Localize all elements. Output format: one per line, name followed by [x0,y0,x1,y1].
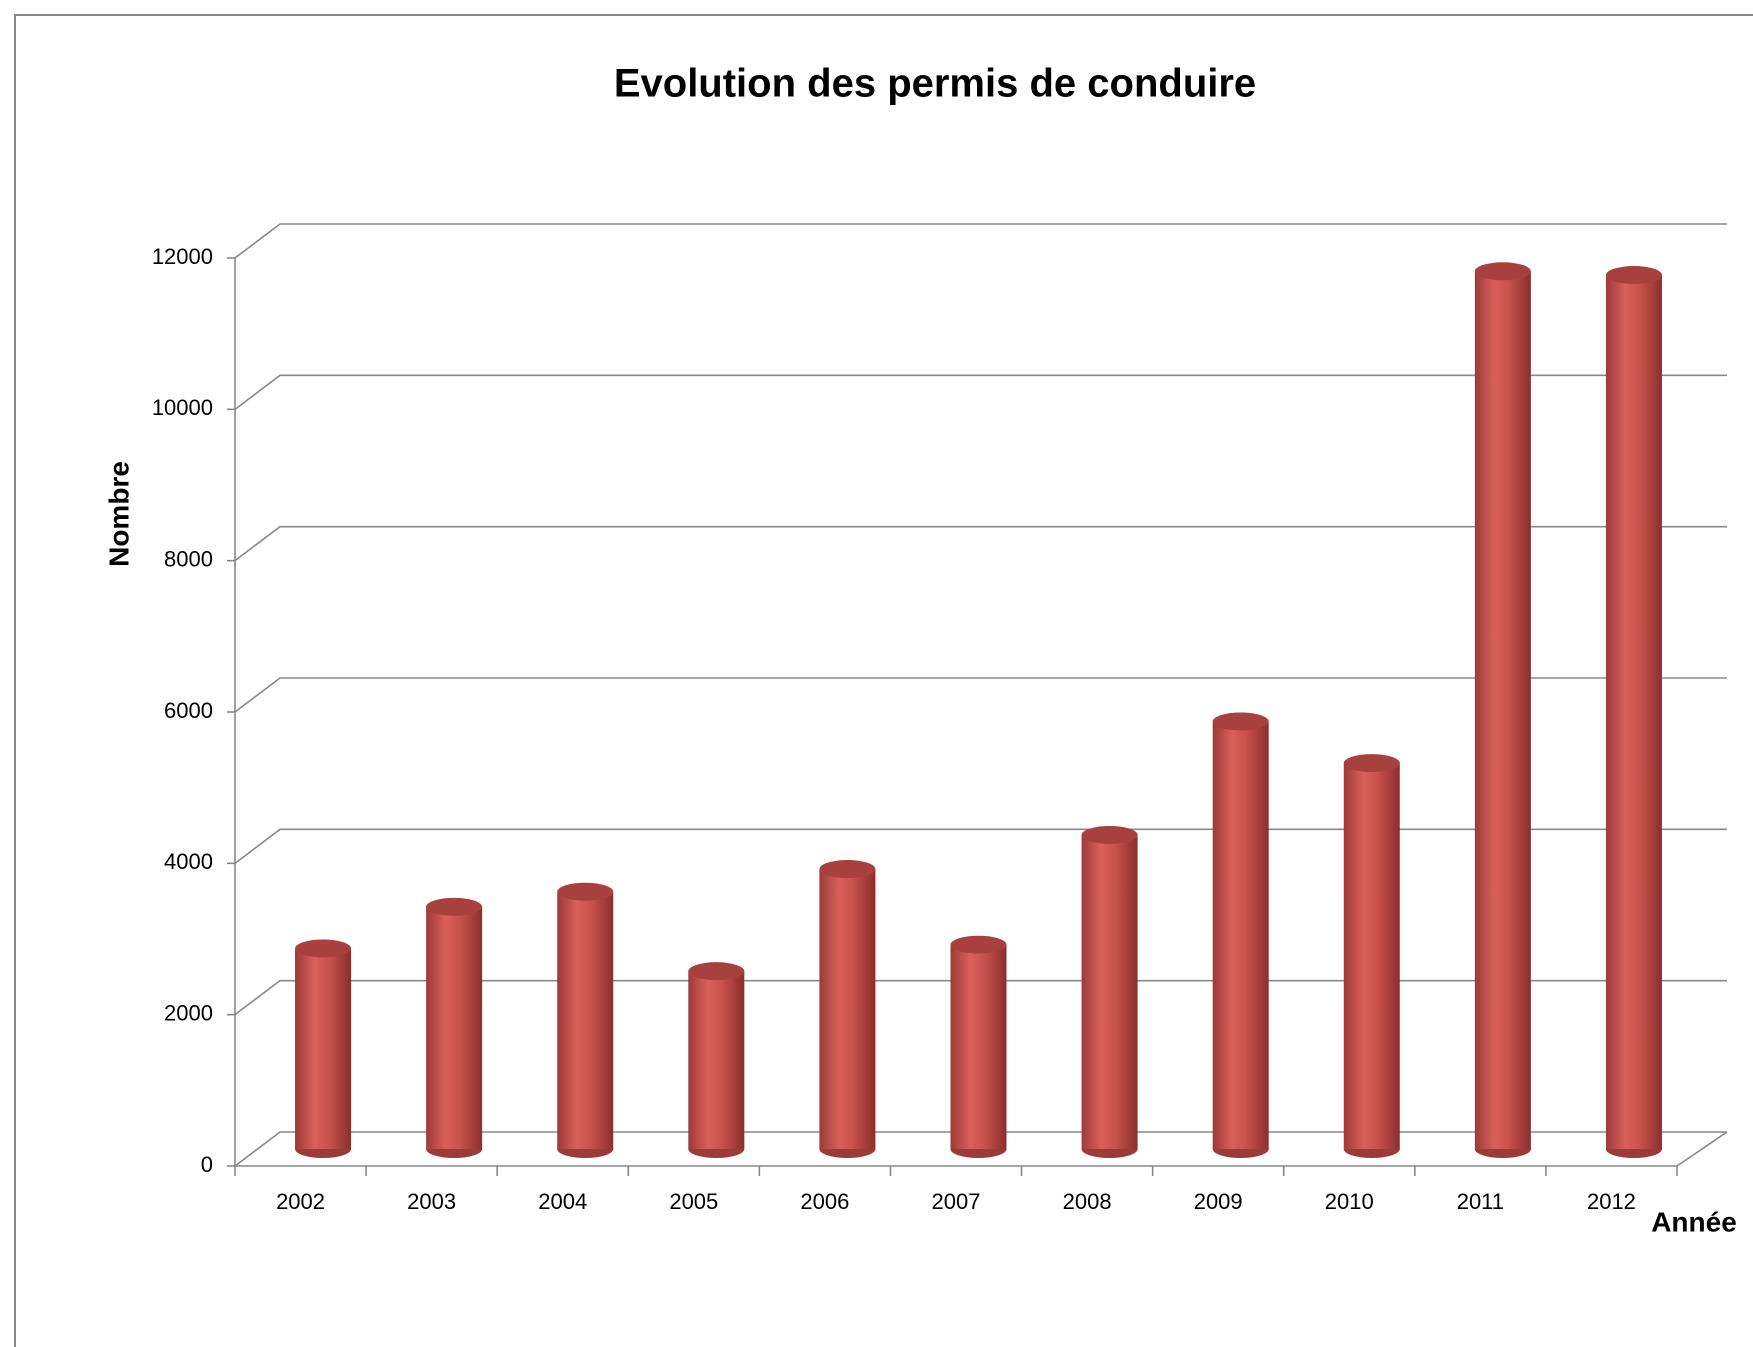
x-tick-label: 2007 [932,1189,981,1214]
bar-top [1605,266,1662,285]
bar-top [950,935,1007,954]
bar [1081,834,1138,1149]
bar [426,906,483,1149]
bar-top [1343,754,1400,773]
x-tick-label: 2010 [1325,1189,1374,1214]
y-tick-label: 6000 [164,698,213,723]
bar [950,944,1007,1149]
bar-top [557,882,614,901]
bar-top [1212,712,1269,731]
chart-title: Evolution des permis de conduire [614,62,1256,106]
bar [688,971,745,1149]
x-tick-label: 2008 [1063,1189,1112,1214]
bar [1605,275,1662,1149]
grid-line [234,374,1727,410]
x-tick-label: 2004 [538,1189,587,1214]
grid-line [234,677,1727,713]
y-tick-label: 12000 [152,244,213,269]
x-tick-label: 2012 [1587,1189,1636,1214]
bar-top [1081,825,1138,844]
y-tick-label: 8000 [164,546,213,571]
x-tick-label: 2002 [276,1189,325,1214]
y-axis-label: Nombre [103,461,134,567]
bar-top [426,897,483,916]
bar-top [688,962,745,981]
y-tick-label: 2000 [164,1000,213,1025]
x-tick-label: 2003 [407,1189,456,1214]
x-tick-label: 2006 [800,1189,849,1214]
bar [557,891,614,1149]
x-tick-label: 2011 [1457,1189,1504,1214]
bar-top [1474,262,1531,281]
bar [819,869,876,1149]
grid-line [234,223,1727,259]
bar [295,948,352,1149]
y-tick-label: 4000 [164,849,213,874]
bar [1343,763,1400,1149]
x-tick-label: 2009 [1194,1189,1243,1214]
x-axis-label: Année [1651,1206,1737,1237]
y-tick-label: 10000 [152,395,213,420]
grid-line [234,525,1727,562]
bar [1474,271,1531,1149]
bar-top [295,939,352,958]
x-tick-label: 2005 [669,1189,718,1214]
y-tick-label: 0 [201,1152,213,1177]
bar [1212,721,1269,1149]
chart-border [14,14,1753,1347]
bar-top [819,860,876,879]
